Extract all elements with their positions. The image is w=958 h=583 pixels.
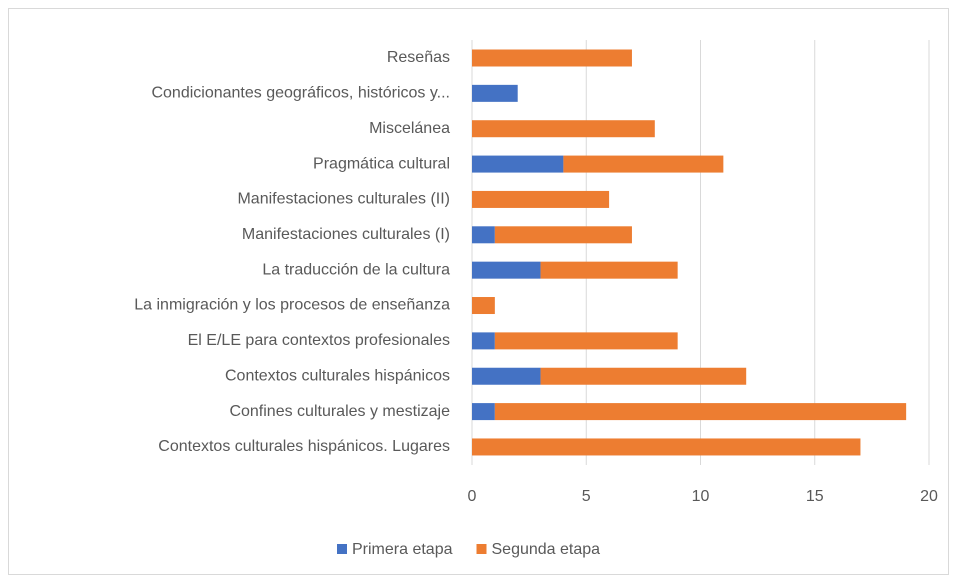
x-tick-label: 0 <box>468 488 477 505</box>
legend-swatch <box>476 544 487 554</box>
y-tick-label: El E/LE para contextos profesionales <box>188 332 450 349</box>
bar-segment <box>472 190 610 208</box>
bar-segment <box>472 403 495 421</box>
legend-swatch <box>337 544 347 554</box>
bar-segment <box>540 261 678 279</box>
y-tick-label: La traducción de la cultura <box>262 261 450 278</box>
y-tick-label: Pragmática cultural <box>313 155 450 172</box>
bar-segment <box>494 332 678 350</box>
legend-label: Segunda etapa <box>492 541 601 558</box>
x-tick-label: 20 <box>920 488 938 505</box>
y-tick-label: Contextos culturales hispánicos <box>225 367 450 384</box>
bar-segment <box>472 155 564 173</box>
bar-segment <box>472 226 495 244</box>
bar-segment <box>472 120 655 138</box>
y-tick-label: Contextos culturales hispánicos. Lugares <box>158 438 450 455</box>
bar-segment <box>472 84 518 102</box>
bar-segment <box>472 261 541 279</box>
y-tick-label: Reseñas <box>387 49 450 66</box>
bar-segment <box>540 367 747 385</box>
bar-segment <box>472 367 541 385</box>
bar-segment <box>563 155 724 173</box>
y-tick-label: Confines culturales y mestizaje <box>229 403 450 420</box>
y-tick-label: La inmigración y los procesos de enseñan… <box>134 297 450 314</box>
x-tick-label: 5 <box>582 488 591 505</box>
bar-segment <box>472 438 861 456</box>
bar-segment <box>472 297 495 315</box>
y-tick-label: Manifestaciones culturales (II) <box>237 191 450 208</box>
bar-segment <box>494 403 907 421</box>
y-tick-label: Manifestaciones culturales (I) <box>242 226 450 243</box>
bar-segment <box>494 226 632 244</box>
x-tick-label: 10 <box>692 488 710 505</box>
x-tick-label: 15 <box>806 488 824 505</box>
legend-label: Primera etapa <box>352 541 453 558</box>
chart-border <box>8 8 949 575</box>
y-tick-label: Condicionantes geográficos, históricos y… <box>151 85 450 102</box>
bar-segment <box>472 49 632 67</box>
bar-segment <box>472 332 495 350</box>
y-tick-label: Miscelánea <box>369 120 450 137</box>
